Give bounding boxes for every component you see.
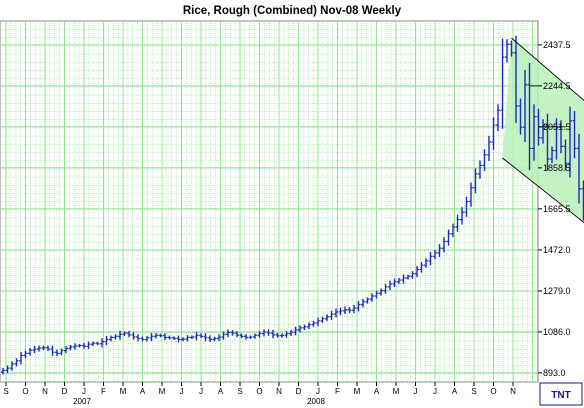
x-tick-label: F [335, 387, 340, 396]
x-tick-label: N [42, 387, 48, 396]
x-tick-label: S [237, 387, 242, 396]
tnt-logo-text: TNT [551, 390, 570, 401]
channel-lower-line [502, 157, 584, 224]
x-tick-label: J [433, 387, 437, 396]
year-label: 2007 [73, 397, 91, 406]
x-tick-label: D [296, 387, 302, 396]
y-tick-label: 1858.5 [543, 163, 571, 173]
tnt-logo: TNT [539, 382, 583, 406]
x-tick-label: J [316, 387, 320, 396]
x-tick-label: N [276, 387, 282, 396]
chart-title: Rice, Rough (Combined) Nov-08 Weekly [183, 5, 402, 17]
x-tick-label: O [490, 387, 496, 396]
grid-layer [0, 21, 538, 383]
x-tick-label: A [374, 387, 380, 396]
x-tick-label: S [3, 387, 8, 396]
x-tick-label: J [82, 387, 86, 396]
y-tick-label: 2051.5 [543, 122, 571, 132]
y-tick-label: 1279.0 [543, 286, 571, 296]
tnt-logo-box [539, 382, 583, 406]
channel-upper-line [511, 37, 584, 102]
x-tick-label: O [256, 387, 262, 396]
x-tick-label: A [452, 387, 458, 396]
year-label: 2008 [307, 397, 325, 406]
x-tick-label: F [101, 387, 106, 396]
x-tick-label: M [120, 387, 127, 396]
x-tick-label: N [510, 387, 516, 396]
x-tick-label: S [471, 387, 476, 396]
x-tick-label: M [393, 387, 400, 396]
y-tick-label: 1086.0 [543, 327, 571, 337]
x-tick-label: M [159, 387, 166, 396]
x-tick-label: J [414, 387, 418, 396]
x-tick-label: J [180, 387, 184, 396]
price-bars [1, 35, 584, 375]
x-tick-label: J [199, 387, 203, 396]
y-tick-label: 2437.5 [543, 40, 571, 50]
x-tick-label: D [62, 387, 68, 396]
y-tick-label: 1472.0 [543, 245, 571, 255]
x-tick-label: A [140, 387, 146, 396]
x-tick-label: A [218, 387, 224, 396]
x-axis-ticks: S O N D J F M A M J J A S O N D J F M A M J J A S O N 2007 2008 [3, 382, 516, 406]
y-tick-label: 2244.5 [543, 81, 571, 91]
y-axis-ticks: 893.0 1086.0 1279.0 1472.0 1665.5 1858.5 2051.… [538, 40, 571, 378]
x-tick-label: O [22, 387, 28, 396]
x-tick-label: M [354, 387, 361, 396]
y-tick-label: 1665.5 [543, 204, 571, 214]
annotation-layer [502, 37, 584, 224]
y-tick-label: 893.0 [543, 368, 566, 378]
